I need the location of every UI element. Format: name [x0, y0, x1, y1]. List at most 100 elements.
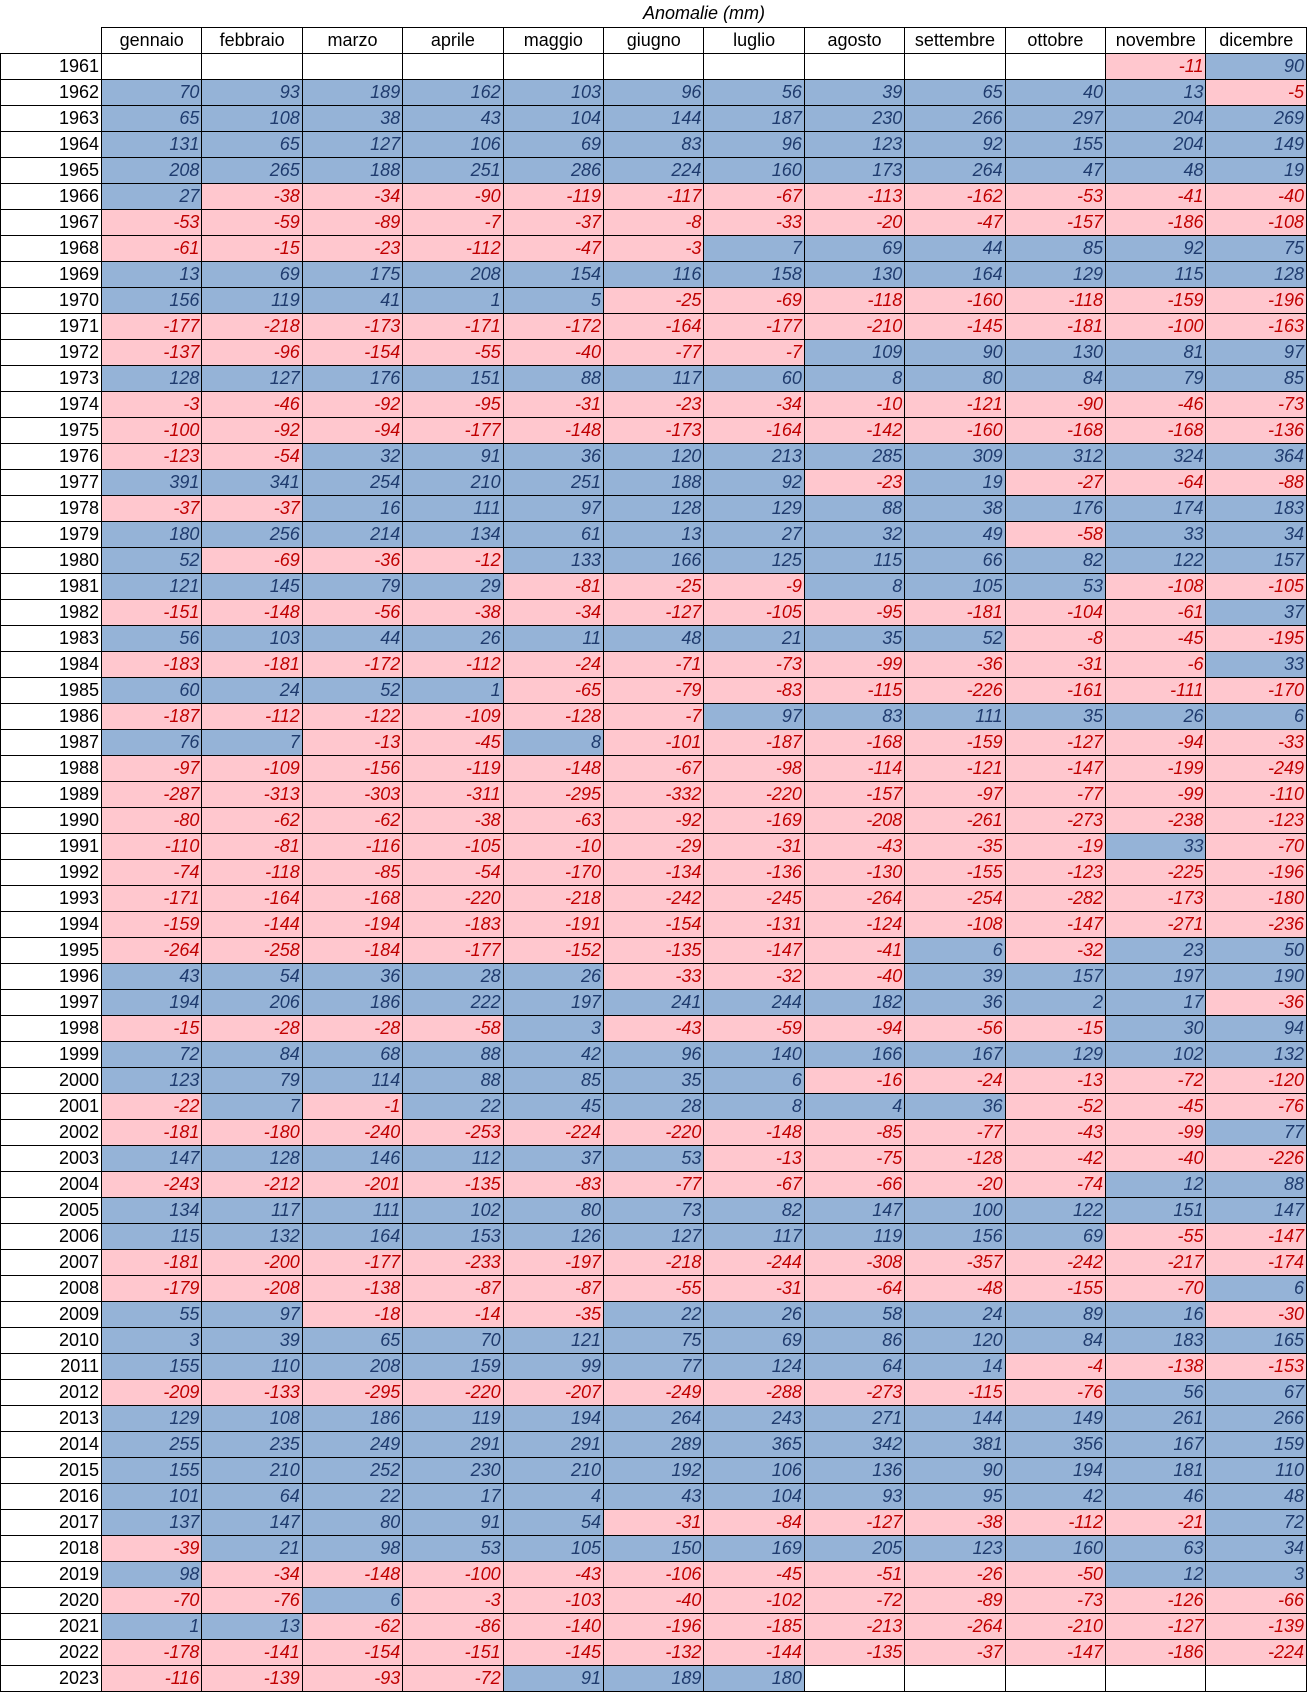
anomaly-cell: -95: [402, 390, 504, 418]
anomaly-cell: -13: [301, 728, 404, 756]
anomaly-cell: 173: [803, 156, 906, 184]
year-cell: 1999: [0, 1040, 102, 1068]
year-row: 1994 -159 -144 -194 -183 -191 -154 -131 -124 -108…: [0, 910, 1307, 938]
anomaly-cell: -45: [402, 728, 504, 756]
anomaly-cell: -43: [803, 832, 906, 860]
anomaly-cell: -61: [1105, 598, 1207, 626]
year-cell: 1976: [0, 442, 102, 470]
anomaly-cell: 45: [502, 1092, 605, 1120]
anomaly-cell: -76: [201, 1586, 303, 1614]
anomaly-cell: -218: [502, 884, 605, 912]
anomaly-cell: -73: [1205, 390, 1307, 418]
year-row: 1985 60 24 52 1 -65 -79 -83 -115 -226 -161 -111 -170: [0, 676, 1307, 704]
anomaly-cell: -121: [904, 754, 1006, 782]
anomaly-cell: 54: [201, 962, 303, 990]
anomaly-cell: 69: [201, 260, 303, 288]
anomaly-cell: -148: [703, 1118, 805, 1146]
year-row: 1990 -80 -62 -62 -38 -63 -92 -169 -208 -261 -273 -2…: [0, 806, 1307, 834]
anomaly-cell: 69: [502, 130, 605, 158]
anomaly-cell: -105: [1205, 572, 1307, 600]
anomaly-cell: 122: [1105, 546, 1207, 574]
anomaly-cell: -169: [703, 806, 805, 834]
anomaly-cell: -209: [100, 1378, 203, 1406]
anomaly-cell: -56: [904, 1014, 1006, 1042]
anomaly-cell: -31: [502, 390, 605, 418]
anomaly-cell: -161: [1004, 676, 1107, 704]
anomaly-cell: -164: [201, 884, 303, 912]
anomaly-cell: -66: [1205, 1586, 1307, 1614]
anomaly-cell: -168: [1004, 416, 1107, 444]
anomaly-cell: -135: [603, 936, 705, 964]
anomaly-cell: 153: [402, 1222, 504, 1250]
anomaly-cell: -126: [1105, 1586, 1207, 1614]
anomaly-cell: -65: [502, 676, 605, 704]
anomaly-cell: -127: [1105, 1612, 1207, 1640]
anomaly-cell: -38: [402, 806, 504, 834]
anomaly-cell: 194: [502, 1404, 605, 1432]
year-row: 1970 156 119 41 1 5 -25 -69 -118 -160 -118 -159 -196: [0, 286, 1307, 314]
year-cell: 2014: [0, 1430, 102, 1458]
anomaly-cell: -181: [904, 598, 1006, 626]
anomaly-cell: -100: [1105, 312, 1207, 340]
anomaly-cell: 128: [100, 364, 203, 392]
anomaly-cell: -164: [703, 416, 805, 444]
anomaly-cell: 13: [603, 520, 705, 548]
year-row: 2021 1 13 -62 -86 -140 -196 -185 -213 -264 -210 -12…: [0, 1612, 1307, 1640]
anomaly-cell: -264: [100, 936, 203, 964]
anomaly-cell: 97: [1205, 338, 1307, 366]
anomaly-cell: -121: [904, 390, 1006, 418]
year-row: 2000 123 79 114 88 85 35 6 -16 -24 -13 -72 -120: [0, 1066, 1307, 1094]
anomaly-cell: -109: [201, 754, 303, 782]
month-header: luglio: [703, 26, 805, 54]
anomaly-cell: -144: [201, 910, 303, 938]
anomaly-cell: 269: [1205, 104, 1307, 132]
anomaly-cell: -238: [1105, 806, 1207, 834]
anomaly-cell: -159: [904, 728, 1006, 756]
anomaly-cell: -20: [803, 208, 906, 236]
anomaly-cell: -114: [803, 754, 906, 782]
anomaly-cell: 181: [1105, 1456, 1207, 1484]
year-row: 2003 147 128 146 112 37 53 -13 -75 -128 -42 -40 -226: [0, 1144, 1307, 1172]
anomaly-cell: -41: [1105, 182, 1207, 210]
anomaly-cell: -116: [100, 1664, 203, 1692]
anomaly-cell: -288: [703, 1378, 805, 1406]
anomaly-cell: 208: [301, 1352, 404, 1380]
anomaly-cell: 214: [301, 520, 404, 548]
anomaly-cell: 8: [502, 728, 605, 756]
anomaly-cell: 17: [402, 1482, 504, 1510]
anomaly-cell: -8: [603, 208, 705, 236]
anomaly-cell: 96: [603, 78, 705, 106]
anomaly-cell: 90: [904, 338, 1006, 366]
anomaly-cell: -100: [402, 1560, 504, 1588]
anomaly-cell: 91: [402, 1508, 504, 1536]
anomaly-cell: 69: [803, 234, 906, 262]
anomaly-cell: 103: [201, 624, 303, 652]
anomaly-cell: -61: [100, 234, 203, 262]
anomaly-cell: -109: [402, 702, 504, 730]
anomaly-cell: -105: [703, 598, 805, 626]
anomaly-cell: -24: [502, 650, 605, 678]
anomaly-cell: 2: [1004, 988, 1107, 1016]
anomaly-cell: -46: [1105, 390, 1207, 418]
month-header: gennaio: [100, 26, 203, 54]
anomaly-cell: 188: [603, 468, 705, 496]
anomaly-cell: -32: [703, 962, 805, 990]
anomaly-cell: -79: [603, 676, 705, 704]
anomaly-cell: 147: [1205, 1196, 1307, 1224]
anomaly-cell: 84: [1004, 1326, 1107, 1354]
anomaly-cell: 117: [201, 1196, 303, 1224]
anomaly-cell: 42: [502, 1040, 605, 1068]
anomaly-cell: -217: [1105, 1248, 1207, 1276]
year-cell: 1988: [0, 754, 102, 782]
anomaly-cell: -156: [301, 754, 404, 782]
anomaly-cell: 86: [803, 1326, 906, 1354]
anomaly-cell: 6: [1205, 702, 1307, 730]
anomaly-cell: -62: [301, 1612, 404, 1640]
year-row: 1987 76 7 -13 -45 8 -101 -187 -168 -159 -127 -94 -33: [0, 728, 1307, 756]
year-row: 2020 -70 -76 6 -3 -103 -40 -102 -72 -89 -73 -126 -66: [0, 1586, 1307, 1614]
anomaly-cell: 22: [402, 1092, 504, 1120]
anomaly-cell: -31: [703, 1274, 805, 1302]
anomaly-cell: -144: [703, 1638, 805, 1666]
anomaly-cell: -89: [301, 208, 404, 236]
anomaly-cell: 102: [1105, 1040, 1207, 1068]
